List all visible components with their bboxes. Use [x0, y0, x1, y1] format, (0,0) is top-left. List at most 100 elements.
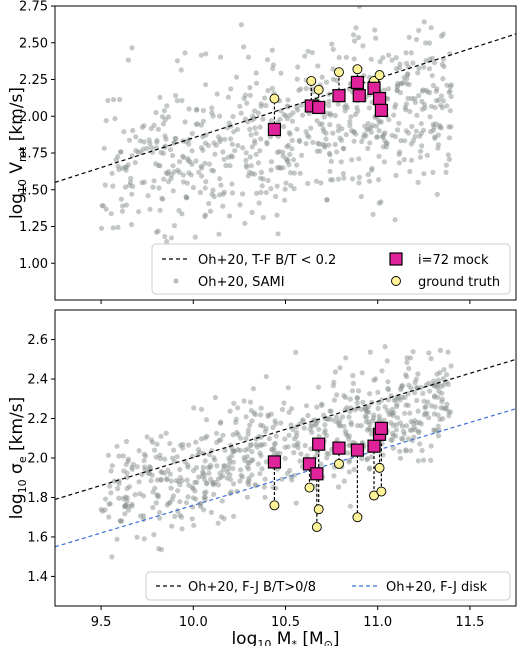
sami-point: [192, 234, 198, 240]
sami-point: [215, 520, 221, 526]
sami-point: [415, 371, 421, 377]
sami-point: [317, 121, 323, 127]
y-tick-label: 2.00: [19, 110, 48, 125]
sami-point: [316, 141, 322, 147]
sami-point: [367, 391, 373, 397]
sami-point: [439, 390, 445, 396]
sami-point: [189, 130, 195, 137]
sami-point: [403, 448, 409, 454]
sami-point: [418, 421, 424, 427]
sami-point: [326, 103, 332, 109]
sami-point: [321, 128, 327, 134]
sami-point: [334, 392, 340, 398]
sami-point: [448, 93, 454, 100]
sami-point: [198, 122, 204, 128]
sami-point: [381, 87, 387, 93]
sami-point: [348, 114, 354, 120]
sami-point: [218, 419, 224, 425]
sami-point: [380, 55, 386, 61]
sami-point: [435, 377, 441, 383]
sami-point: [167, 147, 174, 153]
sami-point: [313, 178, 319, 184]
sami-point: [426, 66, 432, 72]
sami-point: [443, 162, 449, 168]
sami-point: [388, 437, 394, 443]
sami-point: [110, 225, 116, 231]
sami-point: [158, 433, 164, 439]
sami-point: [278, 420, 284, 426]
sami-point: [268, 118, 274, 124]
sami-point: [386, 117, 392, 123]
sami-point: [170, 493, 177, 499]
truth-point: [313, 504, 324, 515]
sami-point: [389, 410, 395, 416]
sami-point: [356, 156, 362, 162]
sami-point: [231, 513, 237, 519]
sami-point: [126, 484, 133, 490]
sami-point: [380, 133, 386, 139]
sami-point: [402, 138, 408, 144]
sami-point: [429, 73, 435, 79]
sami-point: [259, 183, 265, 189]
sami-point: [420, 390, 426, 396]
sami-point: [258, 453, 264, 459]
sami-point: [327, 168, 333, 174]
sami-point: [141, 123, 147, 129]
sami-point: [383, 144, 389, 150]
sami-point: [346, 469, 352, 475]
sami-point: [316, 426, 322, 432]
sami-point: [446, 156, 452, 162]
sami-point: [341, 478, 347, 484]
sami-point: [249, 418, 255, 424]
sami-point: [289, 118, 296, 124]
sami-point: [230, 465, 236, 472]
sami-point: [243, 436, 249, 442]
sami-point: [108, 490, 114, 496]
sami-point: [245, 431, 251, 437]
sami-point: [196, 169, 202, 175]
sami-point: [153, 161, 159, 167]
sami-point: [165, 114, 172, 120]
sami-point: [288, 422, 294, 428]
sami-point: [327, 408, 333, 414]
sami-point: [427, 40, 433, 46]
sami-point: [421, 412, 427, 418]
sami-point: [417, 154, 423, 160]
sami-point: [273, 433, 279, 439]
plot-area: [55, 344, 516, 560]
mock-point: [367, 439, 381, 453]
sami-point: [376, 128, 382, 134]
sami-point: [102, 182, 108, 188]
sami-point: [375, 389, 381, 395]
sami-point: [414, 397, 420, 404]
sami-point: [251, 410, 257, 416]
sami-point: [353, 25, 359, 31]
sami-point: [109, 170, 115, 176]
sami-point: [366, 426, 372, 432]
sami-point: [259, 466, 265, 472]
sami-point: [435, 423, 441, 429]
sami-point: [118, 149, 124, 155]
sami-point: [282, 455, 288, 461]
sami-point: [241, 398, 247, 404]
sami-point: [108, 211, 114, 217]
sami-point: [115, 486, 121, 492]
sami-point: [355, 423, 361, 429]
sami-point: [330, 66, 336, 72]
sami-point: [191, 522, 197, 529]
sami-point: [288, 182, 294, 189]
sami-point: [179, 526, 185, 532]
truth-point: [269, 500, 280, 511]
sami-point: [253, 70, 259, 76]
sami-point: [255, 160, 261, 166]
sami-point: [149, 439, 156, 445]
sami-point: [237, 103, 243, 109]
sami-point: [408, 448, 414, 454]
y-tick-label: 1.6: [27, 530, 48, 545]
sami-point: [155, 228, 161, 234]
sami-point: [253, 130, 259, 136]
sami-point: [388, 420, 394, 426]
sami-point: [244, 454, 250, 460]
sami-point: [350, 176, 356, 182]
sami-point: [274, 165, 281, 171]
